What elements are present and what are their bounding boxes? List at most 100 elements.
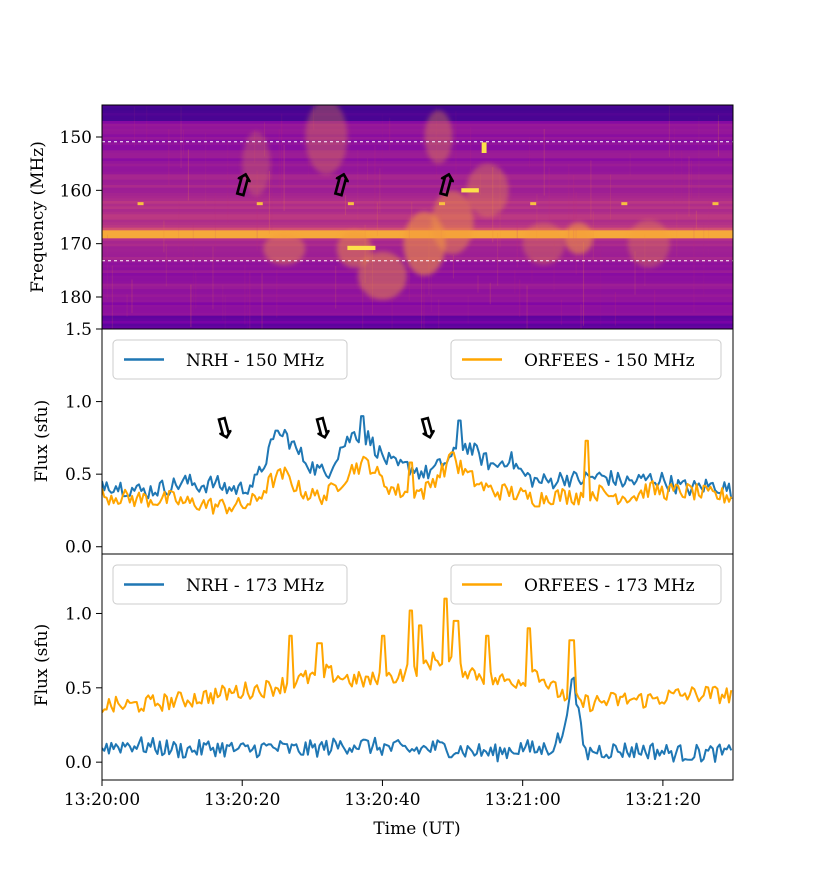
spectrogram-dot (137, 202, 144, 206)
spectrogram-streak (470, 127, 472, 171)
spectrogram-row (102, 203, 733, 207)
legend-nrh-150-label: NRH - 150 MHz (186, 351, 324, 371)
spectrogram-streak (673, 127, 675, 204)
spectrogram-row (102, 161, 733, 165)
spectrogram-row (102, 283, 733, 287)
spectrogram-streak (592, 211, 594, 261)
spectrogram-streak (362, 279, 364, 329)
spectrogram-row (102, 147, 733, 151)
spectrogram-row (102, 291, 733, 295)
spectrogram-streak (126, 294, 128, 317)
spectrogram-row (102, 139, 733, 143)
spectrogram-row (102, 166, 733, 170)
flux-150-y-label: Flux (sfu) (32, 400, 52, 482)
spectrogram-row (102, 153, 733, 157)
y-tick-label: 1.5 (65, 320, 92, 340)
spectrogram-streak (423, 271, 425, 329)
spectrogram-streak (246, 289, 248, 329)
spectrogram-streak (308, 157, 310, 178)
y-tick-label: 0.5 (65, 679, 92, 699)
spectrogram-streak (381, 114, 383, 198)
spectrogram-streak (133, 106, 136, 147)
spectrogram-streak (106, 234, 109, 300)
spectrogram-streak (489, 282, 491, 305)
spectrogram-burst (431, 190, 474, 255)
spectrogram-streak (688, 156, 690, 217)
spectrogram-row (102, 131, 733, 135)
spectrogram-streak (278, 128, 280, 189)
spectrogram-row (102, 174, 733, 178)
spectrogram-streak (205, 132, 207, 207)
spectrogram-streak (276, 269, 278, 318)
spectrogram-streak (629, 153, 631, 176)
spectrogram-row (102, 209, 733, 213)
spectrogram-streak (178, 201, 180, 254)
spectrogram-streak (614, 292, 616, 326)
spectrogram-streak (548, 167, 550, 221)
spectrogram-streak (421, 271, 423, 329)
spectrogram-streak (214, 192, 216, 253)
spectrogram-row (102, 310, 733, 314)
legend-orfees-173: ORFEES - 173 MHz (450, 564, 722, 605)
spectrogram-streak (111, 265, 113, 329)
spectrogram-row (102, 326, 733, 329)
spectrogram-streak (146, 106, 148, 142)
spectrogram-row (102, 142, 733, 146)
flux-173-y-label: Flux (sfu) (32, 624, 52, 706)
flux-150-y-ticks: 0.0 0.5 1.0 1.5 (65, 320, 102, 558)
spectrogram-streak (224, 294, 226, 329)
spectrogram-row (102, 211, 733, 215)
spectrogram-row (102, 313, 733, 317)
spectrogram-row (102, 275, 733, 279)
y-tick-label: 170 (60, 235, 92, 255)
series-line (102, 439, 733, 515)
spectrogram-streak (514, 269, 516, 294)
series-line (102, 415, 733, 500)
spectrogram-burst (466, 163, 509, 217)
spectrogram-streak (452, 255, 455, 279)
spectrogram-streak (668, 105, 670, 157)
spectrogram-streak (553, 240, 555, 292)
spectrogram-row (102, 307, 733, 311)
x-tick-label: 13:20:00 (64, 790, 140, 810)
spectrogram-row (102, 206, 733, 210)
spectrogram-streak (249, 271, 251, 329)
spectrogram-streak (212, 246, 214, 310)
spectrogram-row (102, 195, 733, 199)
spectrogram-streak (222, 284, 224, 321)
spectrogram-row (102, 177, 733, 181)
legend-orfees-150: ORFEES - 150 MHz (450, 339, 722, 380)
spectrogram-row (102, 105, 733, 109)
spectrogram-streak (438, 299, 440, 329)
spectrogram-streak (580, 303, 582, 329)
spectrogram-bright-mark (461, 188, 479, 193)
spectrogram-row (102, 134, 733, 138)
spectrogram-row (102, 193, 733, 197)
spectrogram-streak (590, 160, 592, 220)
spectrogram-streak (582, 241, 585, 326)
spectrogram-streak (600, 245, 602, 325)
spectrogram-bright-mark (347, 245, 376, 251)
x-tick-label: 13:20:40 (344, 790, 420, 810)
spectrogram-streak (536, 194, 538, 241)
spectrogram-row (102, 302, 733, 306)
flux-173-frame (101, 553, 734, 781)
y-tick-label: 160 (60, 181, 92, 201)
spectrogram-row (102, 273, 733, 277)
spectrogram-row (102, 318, 733, 322)
spectrogram-row (102, 110, 733, 114)
y-tick-label: 1.0 (65, 393, 92, 413)
spectrogram-row (102, 297, 733, 301)
x-tick-label: 13:21:20 (625, 790, 701, 810)
time-x-label: Time (UT) (373, 819, 460, 839)
spectrogram-streak (374, 145, 376, 214)
spectrogram-dot (621, 202, 628, 206)
spectrogram-streak (379, 168, 381, 213)
spectrogram-bright-marks (137, 142, 719, 251)
spectrogram-bursts (242, 105, 670, 300)
legend-nrh-173-label: NRH - 173 MHz (186, 576, 324, 596)
legend-nrh-173: NRH - 173 MHz (112, 564, 348, 605)
spectrogram-streak (519, 279, 521, 317)
spectrogram-row (102, 201, 733, 205)
